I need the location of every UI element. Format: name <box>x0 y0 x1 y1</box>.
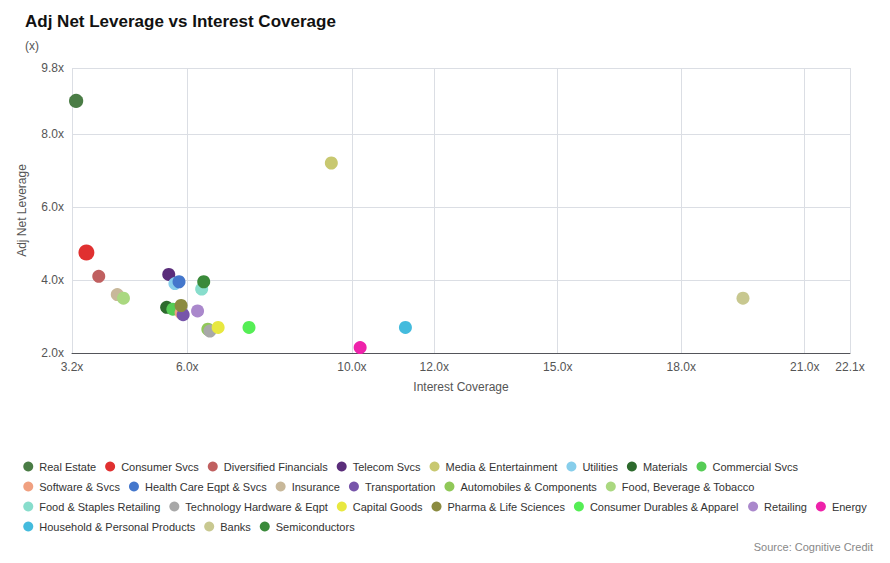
svg-text:9.8x: 9.8x <box>41 61 64 75</box>
svg-text:4.0x: 4.0x <box>41 273 64 287</box>
svg-text:8.0x: 8.0x <box>41 127 64 141</box>
svg-text:Software & Svcs: Software & Svcs <box>39 481 120 493</box>
svg-text:Semiconductors: Semiconductors <box>276 521 355 533</box>
svg-text:Utilities: Utilities <box>582 461 618 473</box>
svg-text:Banks: Banks <box>220 521 251 533</box>
svg-text:Capital Goods: Capital Goods <box>353 501 423 513</box>
svg-text:12.0x: 12.0x <box>420 360 449 374</box>
svg-text:Real Estate: Real Estate <box>39 461 96 473</box>
svg-text:Pharma & Life Sciences: Pharma & Life Sciences <box>448 501 566 513</box>
svg-text:Technology Hardware & Eqpt: Technology Hardware & Eqpt <box>185 501 327 513</box>
svg-text:(x): (x) <box>25 39 39 53</box>
svg-text:Diversified Financials: Diversified Financials <box>224 461 328 473</box>
svg-text:21.0x: 21.0x <box>790 360 819 374</box>
svg-text:Food & Staples Retailing: Food & Staples Retailing <box>39 501 160 513</box>
svg-text:Materials: Materials <box>643 461 688 473</box>
svg-text:Adj Net Leverage: Adj Net Leverage <box>15 164 29 257</box>
svg-text:Telecom Svcs: Telecom Svcs <box>353 461 421 473</box>
svg-text:22.1x: 22.1x <box>835 360 864 374</box>
svg-text:Media & Entertainment: Media & Entertainment <box>446 461 558 473</box>
svg-text:6.0x: 6.0x <box>176 360 199 374</box>
svg-text:Food, Beverage & Tobacco: Food, Beverage & Tobacco <box>622 481 755 493</box>
svg-text:Household & Personal Products: Household & Personal Products <box>39 521 195 533</box>
svg-text:18.0x: 18.0x <box>667 360 696 374</box>
svg-text:2.0x: 2.0x <box>41 346 64 360</box>
svg-text:Energy: Energy <box>832 501 867 513</box>
svg-text:Interest Coverage: Interest Coverage <box>413 380 509 394</box>
svg-text:Commercial Svcs: Commercial Svcs <box>713 461 799 473</box>
svg-text:Retailing: Retailing <box>764 501 807 513</box>
svg-text:Insurance: Insurance <box>292 481 340 493</box>
svg-text:15.0x: 15.0x <box>543 360 572 374</box>
svg-text:Consumer Svcs: Consumer Svcs <box>121 461 199 473</box>
svg-text:Adj Net Leverage vs Interest C: Adj Net Leverage vs Interest Coverage <box>25 12 336 31</box>
svg-text:Transportation: Transportation <box>365 481 436 493</box>
svg-text:Automobiles & Components: Automobiles & Components <box>460 481 597 493</box>
svg-text:Source: Cognitive Credit: Source: Cognitive Credit <box>754 541 873 553</box>
svg-text:Consumer Durables & Apparel: Consumer Durables & Apparel <box>590 501 739 513</box>
svg-text:10.0x: 10.0x <box>337 360 366 374</box>
svg-text:6.0x: 6.0x <box>41 200 64 214</box>
svg-text:Health Care Eqpt & Svcs: Health Care Eqpt & Svcs <box>145 481 267 493</box>
svg-text:3.2x: 3.2x <box>61 360 84 374</box>
